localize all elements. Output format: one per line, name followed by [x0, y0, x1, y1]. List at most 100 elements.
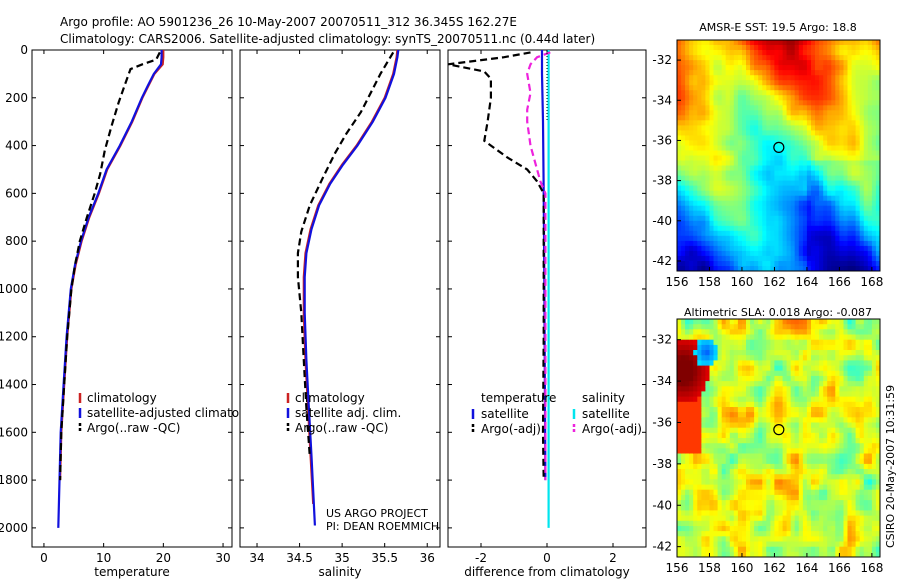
heatmap-cell — [737, 175, 743, 182]
heatmap-cell — [790, 210, 796, 217]
heatmap-cell — [742, 120, 747, 126]
heatmap-cell — [798, 551, 804, 557]
heatmap-cell — [770, 75, 776, 81]
heatmap-cell — [737, 65, 743, 71]
heatmap-cell — [827, 365, 832, 372]
heatmap-cell — [721, 235, 727, 242]
heatmap-cell — [693, 360, 698, 367]
heatmap-cell — [815, 479, 820, 486]
heatmap-cell — [681, 500, 686, 506]
heatmap-cell — [806, 422, 812, 429]
heatmap-cell — [758, 412, 763, 418]
heatmap-cell — [685, 484, 690, 491]
heatmap-cell — [875, 70, 880, 76]
heatmap-cell — [847, 489, 853, 496]
heatmap-cell — [875, 489, 880, 496]
heatmap-cell — [677, 344, 682, 351]
heatmap-cell — [677, 339, 682, 346]
heatmap-cell — [709, 350, 715, 356]
heatmap-cell — [766, 180, 771, 187]
heatmap-cell — [677, 125, 682, 131]
heatmap-cell — [835, 85, 840, 91]
heatmap-cell — [815, 520, 820, 527]
heatmap-cell — [754, 210, 759, 217]
heatmap-cell — [790, 526, 796, 532]
heatmap-cell — [819, 412, 824, 418]
heatmap-cell — [867, 453, 873, 460]
heatmap-cell — [681, 401, 686, 408]
heatmap-cell — [790, 50, 796, 56]
heatmap-cell — [693, 85, 698, 91]
heatmap-cell — [705, 344, 711, 351]
heatmap-cell — [709, 60, 715, 66]
heatmap-cell — [782, 396, 788, 403]
heatmap-cell — [754, 448, 759, 455]
heatmap-cell — [733, 494, 739, 501]
heatmap-cell — [859, 401, 865, 408]
heatmap-cell — [790, 65, 796, 71]
heatmap-cell — [725, 484, 731, 491]
heatmap-cell — [762, 319, 767, 325]
heatmap-cell — [823, 175, 828, 182]
heatmap-cell — [689, 551, 694, 557]
heatmap-cell — [733, 125, 739, 131]
heatmap-cell — [742, 458, 747, 465]
heatmap-cell — [742, 225, 747, 232]
heatmap-cell — [875, 215, 880, 222]
heatmap-cell — [802, 245, 808, 252]
heatmap-cell — [733, 422, 739, 429]
heatmap-cell — [758, 115, 763, 121]
heatmap-cell — [875, 80, 880, 86]
heatmap-cell — [713, 391, 719, 398]
heatmap-cell — [693, 536, 698, 543]
heatmap-cell — [770, 479, 776, 486]
heatmap-cell — [839, 235, 845, 242]
heatmap-cell — [875, 180, 880, 187]
heatmap-cell — [811, 526, 816, 532]
heatmap-cell — [737, 250, 743, 257]
heatmap-cell — [851, 500, 857, 506]
heatmap-cell — [733, 135, 739, 141]
heatmap-cell — [709, 453, 715, 460]
heatmap-cell — [762, 180, 767, 187]
heatmap-cell — [766, 160, 771, 167]
heatmap-cell — [835, 484, 840, 491]
heatmap-cell — [847, 50, 853, 56]
heatmap-cell — [766, 453, 771, 460]
heatmap-cell — [786, 266, 792, 271]
heatmap-cell — [713, 145, 719, 152]
heatmap-cell — [794, 165, 800, 172]
heatmap-cell — [746, 140, 751, 146]
heatmap-cell — [705, 334, 711, 341]
heatmap-cell — [701, 417, 707, 424]
heatmap-cell — [815, 474, 820, 480]
heatmap-cell — [790, 381, 796, 387]
heatmap-cell — [697, 432, 702, 439]
heatmap-cell — [798, 412, 804, 418]
heatmap-cell — [689, 463, 694, 470]
heatmap-cell — [717, 474, 723, 480]
heatmap-cell — [847, 235, 853, 242]
heatmap-cell — [819, 360, 824, 367]
heatmap-cell — [855, 70, 861, 76]
heatmap-cell — [790, 443, 796, 449]
heatmap-cell — [875, 344, 880, 351]
heatmap-cell — [811, 370, 816, 377]
heatmap-cell — [786, 110, 792, 116]
heatmap-cell — [766, 205, 771, 212]
heatmap-cell — [859, 422, 865, 429]
heatmap-cell — [794, 417, 800, 424]
heatmap-cell — [827, 324, 832, 330]
heatmap-cell — [839, 489, 845, 496]
heatmap-cell — [831, 515, 836, 522]
heatmap-cell — [875, 225, 880, 232]
heatmap-cell — [709, 381, 715, 387]
heatmap-cell — [729, 386, 735, 393]
heatmap-cell — [847, 520, 853, 527]
heatmap-cell — [867, 329, 873, 336]
heatmap-cell — [786, 360, 792, 367]
heatmap-cell — [705, 489, 711, 496]
heatmap-cell — [802, 200, 808, 207]
heatmap-cell — [705, 546, 711, 553]
